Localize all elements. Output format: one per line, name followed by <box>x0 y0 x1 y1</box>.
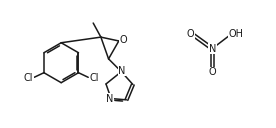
Text: N: N <box>107 94 114 104</box>
Text: O: O <box>186 29 194 39</box>
Text: N: N <box>118 66 126 76</box>
Text: N: N <box>209 44 216 54</box>
Text: Cl: Cl <box>24 73 33 83</box>
Text: OH: OH <box>228 29 243 39</box>
Text: O: O <box>208 67 216 77</box>
Text: O: O <box>119 35 127 45</box>
Text: Cl: Cl <box>89 73 99 83</box>
